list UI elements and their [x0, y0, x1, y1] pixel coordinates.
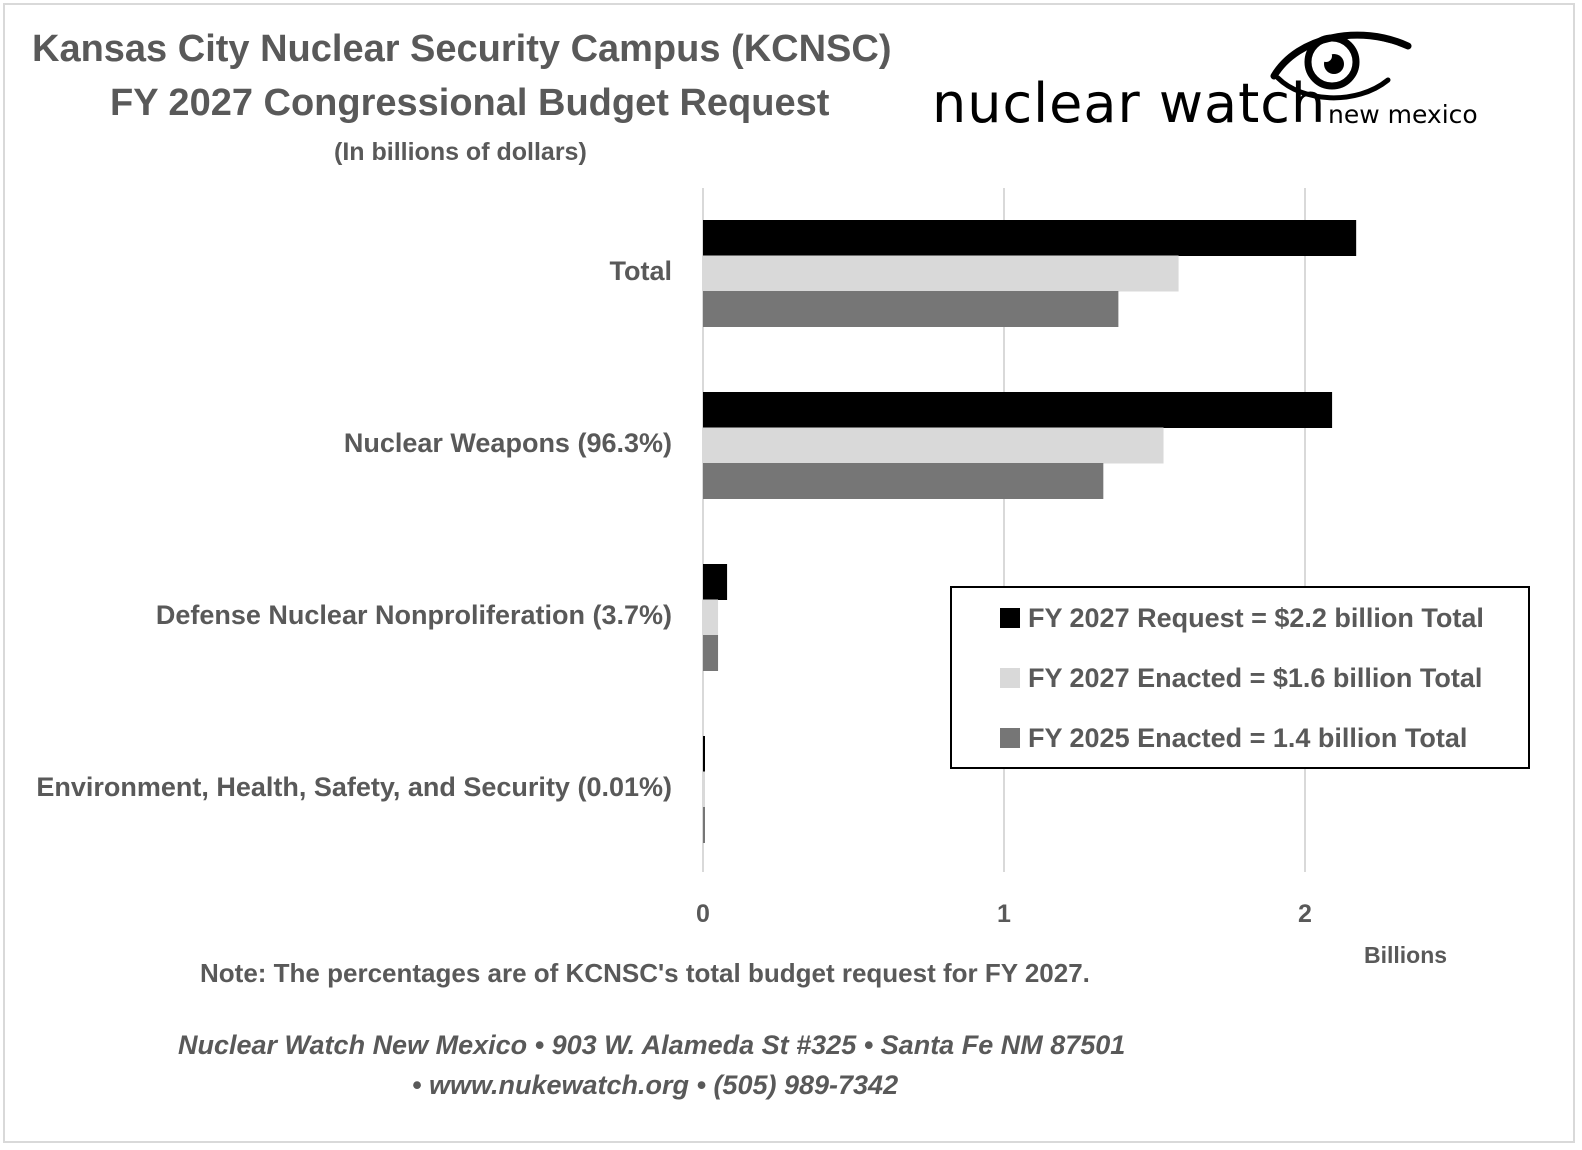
bar: [703, 463, 1104, 499]
legend-swatch: [1000, 668, 1020, 688]
bar: [703, 291, 1119, 327]
legend-item: FY 2027 Enacted = $1.6 billion Total: [1000, 658, 1482, 698]
x-axis-unit-label: Billions: [1364, 942, 1448, 968]
legend-label: FY 2027 Request = $2.2 billion Total: [1028, 602, 1484, 633]
chart-title-line2: FY 2027 Congressional Budget Request: [110, 82, 830, 124]
y-category-label: Defense Nuclear Nonproliferation (3.7%): [155, 600, 672, 630]
y-category-label: Total: [609, 256, 673, 286]
bar: [703, 220, 1357, 256]
footer-contact: • www.nukewatch.org • (505) 989-7342: [412, 1070, 899, 1100]
bar: [703, 736, 705, 772]
bar: [703, 771, 705, 808]
x-tick-label: 0: [696, 900, 710, 928]
bar: [703, 564, 728, 600]
bar: [703, 392, 1333, 428]
x-tick-label: 2: [1298, 900, 1312, 928]
legend-item: FY 2027 Request = $2.2 billion Total: [1000, 598, 1484, 638]
bar: [703, 255, 1179, 292]
logo-wordmark: nuclear watch: [932, 72, 1327, 135]
chart-subtitle: (In billions of dollars): [334, 138, 587, 166]
chart-title-line1: Kansas City Nuclear Security Campus (KCN…: [32, 28, 892, 70]
chart-note: Note: The percentages are of KCNSC's tot…: [200, 958, 1090, 988]
eye-icon: [1270, 31, 1412, 101]
bar: [703, 427, 1164, 464]
legend-item: FY 2025 Enacted = 1.4 billion Total: [1000, 718, 1467, 758]
chart-frame: [3, 3, 1575, 1143]
legend-label: FY 2025 Enacted = 1.4 billion Total: [1028, 722, 1468, 753]
footer-address: Nuclear Watch New Mexico • 903 W. Alamed…: [178, 1030, 1126, 1060]
legend-label: FY 2027 Enacted = $1.6 billion Total: [1028, 662, 1483, 693]
logo-subtitle: new mexico: [1328, 100, 1478, 129]
y-category-label: Environment, Health, Safety, and Securit…: [36, 772, 672, 802]
legend: FY 2027 Request = $2.2 billion Total FY …: [950, 586, 1530, 769]
legend-swatch: [1000, 608, 1020, 628]
bar: [703, 635, 719, 671]
bar: [703, 599, 719, 636]
legend-swatch: [1000, 728, 1020, 748]
y-category-label: Nuclear Weapons (96.3%): [343, 428, 672, 458]
bar: [703, 807, 705, 843]
x-tick-label: 1: [997, 900, 1011, 928]
